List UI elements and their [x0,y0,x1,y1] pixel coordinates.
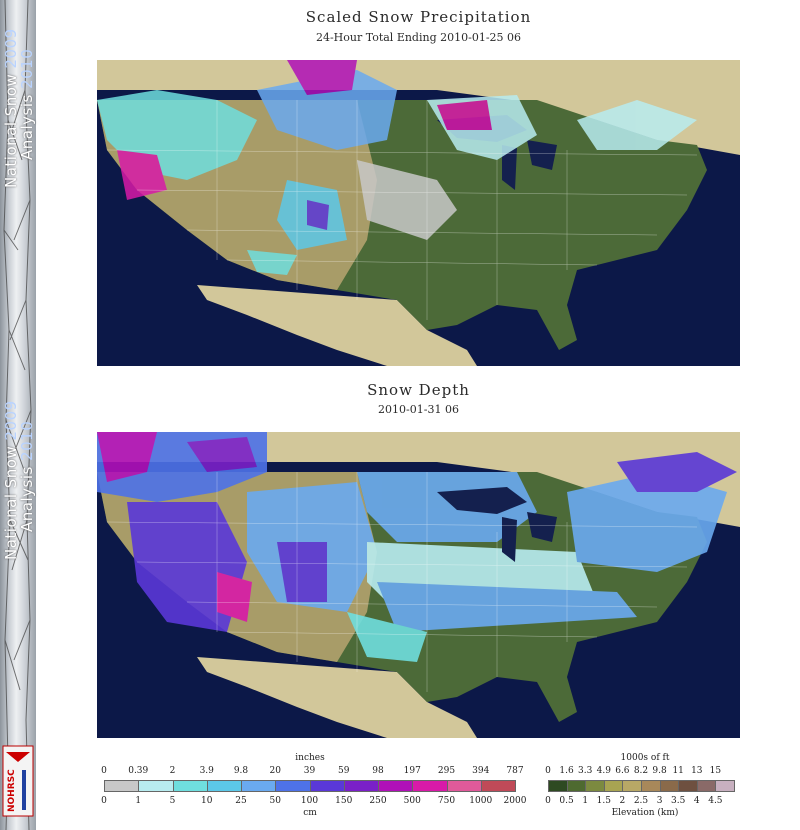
elev-top-tick-label: 0 [545,766,551,776]
lake-superior-2 [437,487,527,514]
snow-top-tick-label: 9.8 [233,766,249,776]
lake-michigan-2 [502,517,517,562]
snow-top-tick-label: 394 [472,766,490,776]
snow-bottom-tick-label: 250 [369,796,387,806]
state-borders-2 [106,472,698,692]
svg-text:NOHRSC: NOHRSC [7,769,17,812]
snow-top-tick-label: 98 [372,766,384,776]
banner-line2-repeat: Analysis [18,460,36,532]
snow-top-tick-label: 0 [101,766,107,776]
canada-land [97,60,740,155]
elev-bottom-tick-label: 2.5 [633,796,649,806]
elev-top-tick-label: 13 [691,766,703,776]
bottom-map-title: Snow Depth [367,381,470,399]
elev-legend-unit-feet: 1000s of ft [620,753,670,763]
elev-swatch [585,780,605,792]
elev-swatch [715,780,735,792]
elev-legend-unit-km: Elevation (km) [611,808,679,818]
mexico-land [197,285,477,366]
snow-top-tick-label: 0.39 [128,766,149,776]
elev-swatch [678,780,698,792]
snow-swatch [378,780,414,792]
snow-top-tick-label: 787 [506,766,524,776]
snow-top-tick-label: 2 [169,766,176,776]
snow-swatch [104,780,140,792]
elev-bottom-tick-label: 0 [545,796,551,806]
snow-bottom-tick-label: 2000 [503,796,527,806]
snow-bottom-tick-label: 750 [437,796,456,806]
snow-top-tick-label: 197 [403,766,421,776]
state-borders [106,100,698,320]
snow-bottom-tick-label: 10 [201,796,213,806]
snow-precipitation-map [97,60,740,366]
elev-bottom-tick-label: 4 [693,796,700,806]
snow-bottom-tick-label: 100 [300,796,319,806]
snow-swatch [412,780,448,792]
lake-huron [527,140,557,170]
elev-bottom-tick-label: 3.5 [671,796,686,806]
snow-bottom-tick-label: 25 [235,796,247,806]
banner-year2-repeat: 2010 [18,420,36,461]
snow-top-tick-label: 3.9 [199,766,214,776]
elev-swatch [659,780,680,792]
elev-swatch [603,780,624,792]
nohrsc-logo: NOHRSC [2,745,34,817]
snow-bottom-tick-label: 0 [101,796,107,806]
snow-swatch [275,780,311,792]
elev-swatch [696,780,717,792]
mexico-land-2 [197,657,477,738]
elev-swatch [548,780,568,792]
snow-bottom-tick-label: 1000 [469,796,493,806]
elev-top-tick-label: 6.6 [615,766,630,776]
elev-bottom-tick-label: 2 [619,796,626,806]
banner-line2: Analysis [18,88,36,160]
snow-swatch [206,780,242,792]
snow-top-tick-label: 20 [269,766,281,776]
elev-bottom-tick-label: 0.5 [559,796,574,806]
lake-michigan [502,145,517,190]
snow-swatch [343,780,379,792]
elev-bottom-tick-label: 1.5 [596,796,611,806]
elev-bottom-tick-label: 1 [582,796,589,806]
elev-top-tick-label: 11 [672,766,684,776]
snow-top-tick-label: 59 [338,766,350,776]
elev-top-tick-label: 4.9 [596,766,611,776]
snow-swatch [446,780,482,792]
snow-bottom-tick-label: 150 [335,796,353,806]
snow-swatch [138,780,174,792]
snow-precip-overlay [97,60,697,275]
tree-branches-graphic [3,0,32,830]
snow-depth-map [97,432,740,738]
snow-swatch [241,780,277,792]
lake-huron-2 [527,512,557,542]
banner-year2: 2010 [18,48,36,89]
snow-top-tick-label: 39 [303,766,316,776]
elev-top-tick-label: 3.3 [578,766,593,776]
snow-bottom-tick-label: 500 [403,796,421,806]
banner-text-bottom: National Snow 2009 Analysis 2010 [0,372,36,742]
side-banner: National Snow 2009 Analysis 2010 Nationa… [0,0,36,830]
top-map-title: Scaled Snow Precipitation [305,8,532,26]
elev-swatch [622,780,642,792]
elev-top-tick-label: 1.6 [559,766,574,776]
elev-swatch [566,780,587,792]
snow-bottom-tick-label: 50 [269,796,281,806]
snow-swatch [309,780,345,792]
snow-swatch [172,780,208,792]
elev-top-tick-label: 15 [709,766,722,776]
elev-bottom-tick-label: 4.5 [708,796,723,806]
elev-top-tick-label: 9.8 [652,766,667,776]
elev-top-tick-label: 8.2 [633,766,649,776]
top-map-subtitle: 24-Hour Total Ending 2010-01-25 06 [315,31,522,44]
elev-swatch [641,780,661,792]
snow-bottom-tick-label: 1 [135,796,142,806]
bottom-map-subtitle: 2010-01-31 06 [378,403,459,416]
snow-bottom-tick-label: 5 [169,796,176,806]
banner-text-top: National Snow 2009 Analysis 2010 [0,0,36,370]
snow-top-tick-label: 295 [437,766,456,776]
elev-bottom-tick-label: 3 [656,796,663,806]
snow-legend-unit-inches: inches [295,753,325,763]
snow-legend-unit-cm: cm [303,808,317,818]
snow-swatch [480,780,516,792]
